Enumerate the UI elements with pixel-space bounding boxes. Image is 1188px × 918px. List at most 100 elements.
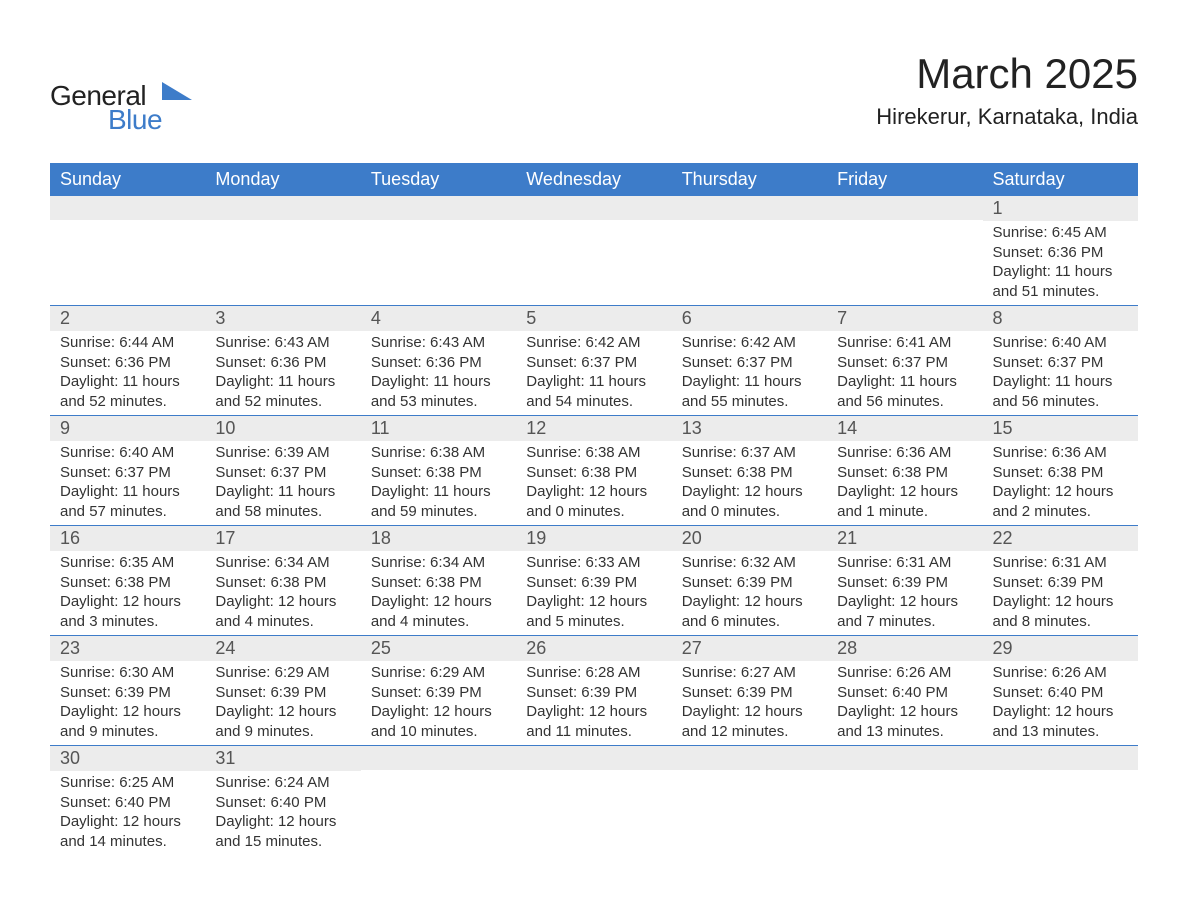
daylight-text: Daylight: 12 hours and 6 minutes. [682,592,817,631]
day-number: 1 [983,196,1138,221]
day-number [672,746,827,770]
calendar-cell: 1Sunrise: 6:45 AMSunset: 6:36 PMDaylight… [983,196,1138,306]
daylight-text: Daylight: 12 hours and 13 minutes. [837,702,972,741]
calendar-cell: 30Sunrise: 6:25 AMSunset: 6:40 PMDayligh… [50,746,205,856]
sunrise-text: Sunrise: 6:33 AM [526,553,661,573]
daylight-text: Daylight: 12 hours and 7 minutes. [837,592,972,631]
daylight-text: Daylight: 12 hours and 14 minutes. [60,812,195,851]
day-number [361,196,516,220]
sunrise-text: Sunrise: 6:32 AM [682,553,817,573]
sunrise-text: Sunrise: 6:39 AM [215,443,350,463]
daylight-text: Daylight: 11 hours and 53 minutes. [371,372,506,411]
day-number: 3 [205,306,360,331]
sunset-text: Sunset: 6:37 PM [682,353,817,373]
cell-body [672,220,827,296]
sunset-text: Sunset: 6:38 PM [371,463,506,483]
cell-body: Sunrise: 6:39 AMSunset: 6:37 PMDaylight:… [205,441,360,525]
calendar-cell [205,196,360,306]
header-area: General Blue March 2025 Hirekerur, Karna… [50,40,1138,155]
daylight-text: Daylight: 12 hours and 2 minutes. [993,482,1128,521]
sunrise-text: Sunrise: 6:45 AM [993,223,1128,243]
day-header: Tuesday [361,163,516,196]
calendar-cell: 31Sunrise: 6:24 AMSunset: 6:40 PMDayligh… [205,746,360,856]
sunrise-text: Sunrise: 6:44 AM [60,333,195,353]
location-subtitle: Hirekerur, Karnataka, India [876,104,1138,130]
day-number: 19 [516,526,671,551]
sunrise-text: Sunrise: 6:29 AM [371,663,506,683]
daylight-text: Daylight: 12 hours and 11 minutes. [526,702,661,741]
sunset-text: Sunset: 6:38 PM [215,573,350,593]
day-number: 18 [361,526,516,551]
sunset-text: Sunset: 6:36 PM [60,353,195,373]
day-number: 12 [516,416,671,441]
sunrise-text: Sunrise: 6:38 AM [526,443,661,463]
calendar-cell [361,746,516,856]
daylight-text: Daylight: 12 hours and 0 minutes. [526,482,661,521]
sunrise-text: Sunrise: 6:25 AM [60,773,195,793]
cell-body: Sunrise: 6:41 AMSunset: 6:37 PMDaylight:… [827,331,982,415]
calendar-cell: 14Sunrise: 6:36 AMSunset: 6:38 PMDayligh… [827,416,982,526]
calendar-cell: 21Sunrise: 6:31 AMSunset: 6:39 PMDayligh… [827,526,982,636]
day-number [361,746,516,770]
calendar-cell [672,746,827,856]
calendar-cell: 17Sunrise: 6:34 AMSunset: 6:38 PMDayligh… [205,526,360,636]
cell-body: Sunrise: 6:42 AMSunset: 6:37 PMDaylight:… [516,331,671,415]
calendar-row: 23Sunrise: 6:30 AMSunset: 6:39 PMDayligh… [50,636,1138,746]
daylight-text: Daylight: 12 hours and 1 minute. [837,482,972,521]
daylight-text: Daylight: 12 hours and 0 minutes. [682,482,817,521]
sunset-text: Sunset: 6:38 PM [993,463,1128,483]
cell-body: Sunrise: 6:33 AMSunset: 6:39 PMDaylight:… [516,551,671,635]
cell-body [205,220,360,296]
cell-body [361,220,516,296]
calendar-cell: 10Sunrise: 6:39 AMSunset: 6:37 PMDayligh… [205,416,360,526]
calendar-cell [672,196,827,306]
sunrise-text: Sunrise: 6:26 AM [837,663,972,683]
calendar-cell: 13Sunrise: 6:37 AMSunset: 6:38 PMDayligh… [672,416,827,526]
cell-body [50,220,205,296]
day-number [827,196,982,220]
day-header-row: Sunday Monday Tuesday Wednesday Thursday… [50,163,1138,196]
cell-body: Sunrise: 6:30 AMSunset: 6:39 PMDaylight:… [50,661,205,745]
cell-body: Sunrise: 6:42 AMSunset: 6:37 PMDaylight:… [672,331,827,415]
cell-body: Sunrise: 6:29 AMSunset: 6:39 PMDaylight:… [361,661,516,745]
sunrise-text: Sunrise: 6:29 AM [215,663,350,683]
cell-body: Sunrise: 6:35 AMSunset: 6:38 PMDaylight:… [50,551,205,635]
daylight-text: Daylight: 12 hours and 9 minutes. [215,702,350,741]
sunset-text: Sunset: 6:40 PM [60,793,195,813]
sunset-text: Sunset: 6:40 PM [837,683,972,703]
day-number: 27 [672,636,827,661]
calendar-row: 16Sunrise: 6:35 AMSunset: 6:38 PMDayligh… [50,526,1138,636]
calendar-cell [827,196,982,306]
calendar-cell [983,746,1138,856]
cell-body: Sunrise: 6:26 AMSunset: 6:40 PMDaylight:… [983,661,1138,745]
day-number [205,196,360,220]
logo-triangle-icon [162,82,192,107]
cell-body [672,770,827,846]
calendar-cell: 23Sunrise: 6:30 AMSunset: 6:39 PMDayligh… [50,636,205,746]
sunset-text: Sunset: 6:38 PM [371,573,506,593]
calendar-cell: 24Sunrise: 6:29 AMSunset: 6:39 PMDayligh… [205,636,360,746]
sunrise-text: Sunrise: 6:30 AM [60,663,195,683]
calendar-cell: 22Sunrise: 6:31 AMSunset: 6:39 PMDayligh… [983,526,1138,636]
calendar-cell: 27Sunrise: 6:27 AMSunset: 6:39 PMDayligh… [672,636,827,746]
sunset-text: Sunset: 6:36 PM [215,353,350,373]
sunset-text: Sunset: 6:39 PM [215,683,350,703]
day-number: 28 [827,636,982,661]
day-number: 4 [361,306,516,331]
daylight-text: Daylight: 12 hours and 12 minutes. [682,702,817,741]
daylight-text: Daylight: 12 hours and 13 minutes. [993,702,1128,741]
cell-body: Sunrise: 6:29 AMSunset: 6:39 PMDaylight:… [205,661,360,745]
day-number: 15 [983,416,1138,441]
day-number [983,746,1138,770]
day-number [516,196,671,220]
day-number [50,196,205,220]
day-number: 8 [983,306,1138,331]
daylight-text: Daylight: 11 hours and 59 minutes. [371,482,506,521]
sunset-text: Sunset: 6:38 PM [837,463,972,483]
cell-body: Sunrise: 6:45 AMSunset: 6:36 PMDaylight:… [983,221,1138,305]
daylight-text: Daylight: 12 hours and 8 minutes. [993,592,1128,631]
day-number: 7 [827,306,982,331]
calendar-cell [827,746,982,856]
day-number: 21 [827,526,982,551]
day-header: Monday [205,163,360,196]
